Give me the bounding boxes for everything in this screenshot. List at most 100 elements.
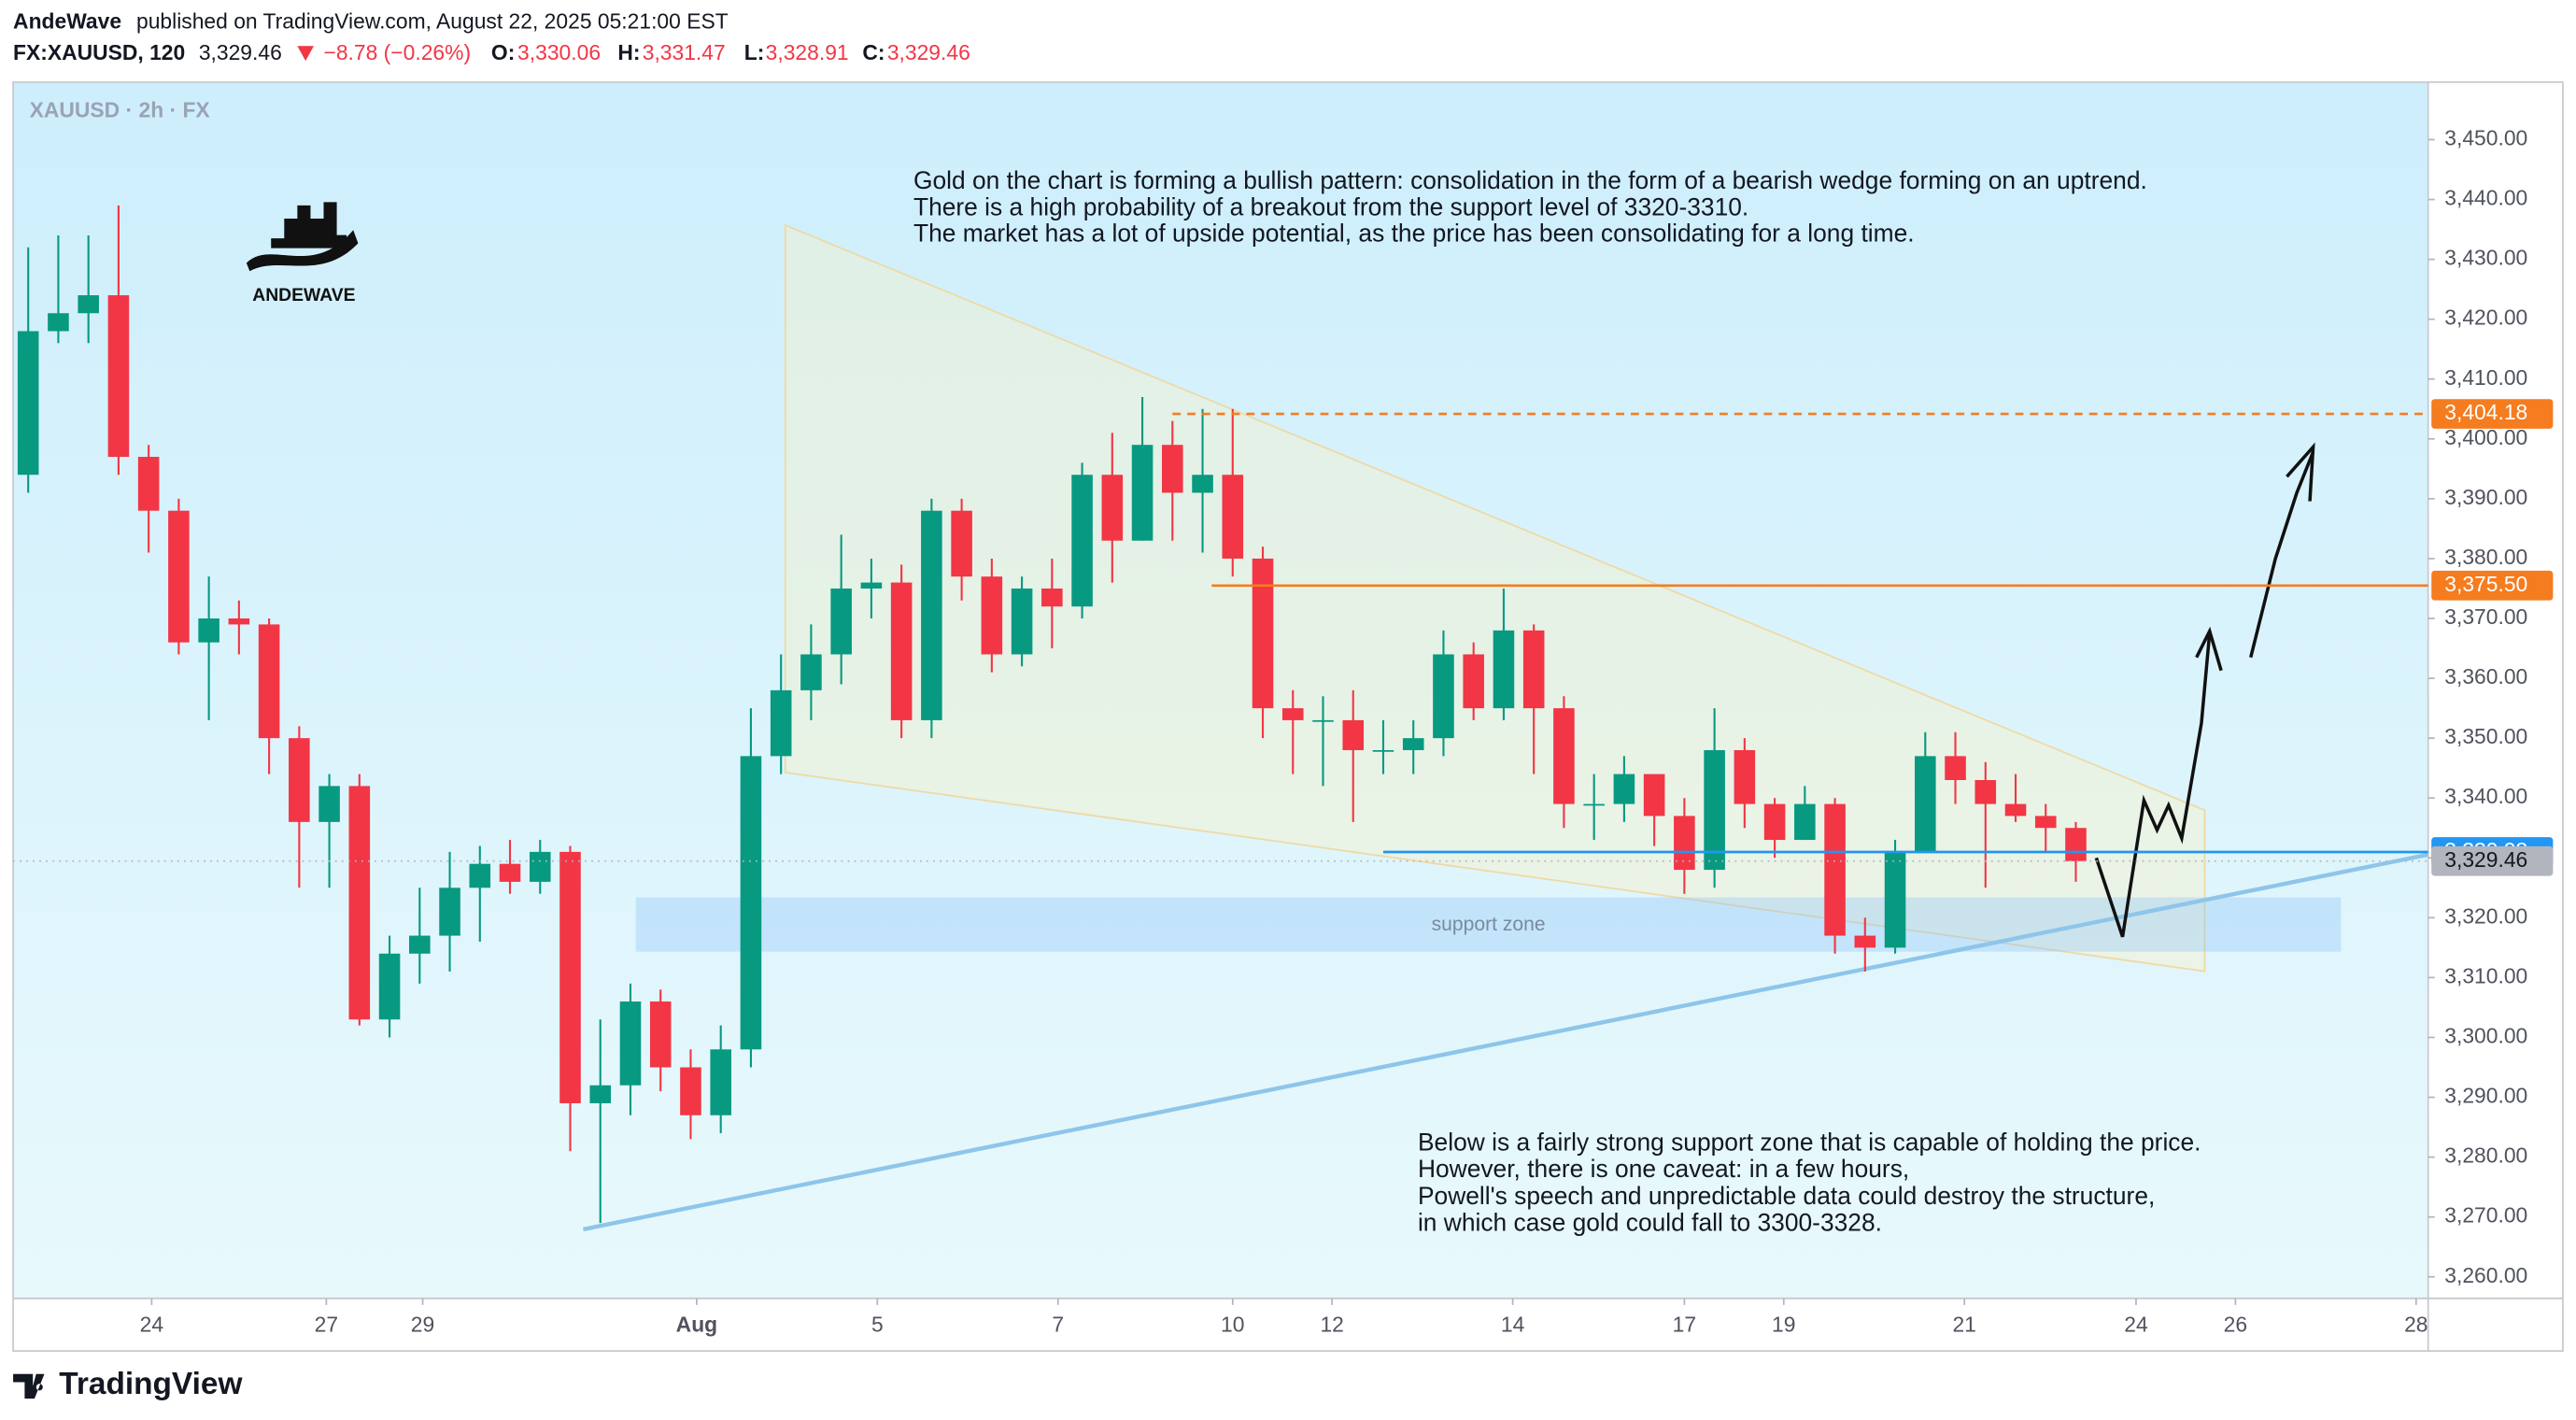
- annotation-line: Gold on the chart is forming a bullish p…: [913, 166, 2147, 194]
- y-tick-label: 3,410.00: [2444, 365, 2527, 390]
- candle-body: [2034, 816, 2057, 829]
- candle-body: [1041, 588, 1063, 607]
- candle-body: [1071, 475, 1093, 607]
- candle-body: [137, 457, 160, 511]
- x-tick-label: 10: [1221, 1313, 1244, 1337]
- symbol: FX:XAUUSD, 120: [13, 40, 185, 64]
- annotation-line: The market has a lot of upside potential…: [913, 220, 1915, 248]
- change: −8.78 (−0.26%): [324, 40, 472, 64]
- x-tick-label: 5: [871, 1313, 884, 1337]
- candle-body: [951, 510, 972, 577]
- candle-body: [1884, 851, 1906, 948]
- candle-body: [1342, 719, 1365, 750]
- y-tick-label: 3,430.00: [2444, 246, 2527, 270]
- y-tick-label: 3,320.00: [2444, 903, 2527, 928]
- candle-body: [378, 953, 401, 1020]
- x-tick-label: 12: [1320, 1313, 1343, 1337]
- annotation-line: Powell's speech and unpredictable data c…: [1418, 1182, 2155, 1210]
- candle-body: [619, 1001, 642, 1086]
- candle-body: [830, 588, 852, 655]
- arrow-head: [2195, 626, 2223, 672]
- candle-body: [1613, 774, 1635, 804]
- level-label: 3,404.18: [2444, 400, 2527, 424]
- candle-body: [1011, 588, 1033, 655]
- level-label-box: [2431, 399, 2554, 429]
- logo: ANDEWAVE: [246, 202, 359, 305]
- candle-body: [1372, 749, 1394, 752]
- y-tick-label: 3,260.00: [2444, 1263, 2527, 1287]
- annotation-line: However, there is one caveat: in a few h…: [1418, 1155, 1909, 1183]
- o-label: O:: [491, 40, 515, 64]
- y-tick-label: 3,390.00: [2444, 485, 2527, 509]
- candle-body: [1131, 445, 1154, 541]
- candle-body: [289, 738, 310, 822]
- level-label-box: [2431, 845, 2554, 876]
- candle-body: [1252, 558, 1274, 709]
- logo-text: ANDEWAVE: [252, 285, 355, 305]
- candle-body: [318, 786, 340, 822]
- y-tick-label: 3,380.00: [2444, 545, 2527, 569]
- x-tick-label: 27: [315, 1313, 338, 1337]
- candle-body: [1854, 935, 1876, 948]
- h-label: H:: [617, 40, 640, 64]
- candle-body: [439, 888, 460, 936]
- y-tick-label: 3,300.00: [2444, 1024, 2527, 1048]
- candle-body: [409, 935, 431, 954]
- support-label: support zone: [1432, 914, 1546, 935]
- candle-body: [499, 863, 521, 882]
- candle-body: [1734, 749, 1756, 804]
- logo-bull: [246, 230, 359, 272]
- annotation-line: There is a high probability of a breakou…: [913, 192, 1748, 220]
- published: published on TradingView.com, August 22,…: [136, 9, 729, 34]
- candle-body: [1192, 475, 1213, 493]
- annotations: Gold on the chart is forming a bullish p…: [913, 166, 2201, 1236]
- arrow-path: [2249, 451, 2315, 659]
- x-tick-label: 19: [1772, 1313, 1795, 1337]
- candle-body: [589, 1085, 612, 1103]
- candle-body: [529, 851, 551, 882]
- x-tick-label: 26: [2224, 1313, 2247, 1337]
- arrow-path: [2094, 632, 2212, 938]
- footer-brand: TradingView: [59, 1367, 243, 1401]
- o-value: 3,330.06: [517, 40, 601, 64]
- candle-body: [1281, 708, 1304, 720]
- arrow-head: [2286, 442, 2315, 502]
- candle-body: [1763, 803, 1786, 841]
- x-tick-label: 24: [2124, 1313, 2148, 1337]
- y-tick-label: 3,370.00: [2444, 604, 2527, 629]
- chart-title: XAUUSD · 2h · FX: [30, 98, 211, 122]
- candle-body: [1704, 749, 1725, 871]
- price: 3,329.46: [199, 40, 282, 64]
- y-tick-label: 3,290.00: [2444, 1084, 2527, 1108]
- candle-body: [890, 582, 913, 720]
- candle-body: [1522, 630, 1545, 709]
- x-tick-label: 29: [411, 1313, 434, 1337]
- candle-body: [1674, 816, 1695, 871]
- candle-body: [740, 756, 762, 1050]
- frame: [12, 81, 2564, 1352]
- candle-body: [1222, 475, 1244, 559]
- candle-body: [921, 510, 942, 720]
- support-zone: [635, 897, 2342, 952]
- candle-body: [680, 1067, 701, 1115]
- candle-body: [1553, 708, 1575, 804]
- candle-body: [770, 689, 792, 757]
- candle-body: [1463, 654, 1484, 709]
- candle-body: [1433, 654, 1454, 739]
- candle-body: [228, 618, 250, 625]
- y-tick-label: 3,350.00: [2444, 724, 2527, 748]
- candle-body: [469, 863, 491, 888]
- candle-body: [1101, 475, 1124, 541]
- candle-body: [1974, 779, 1997, 804]
- author: AndeWave: [13, 9, 121, 34]
- x-tick-label: Aug: [676, 1313, 717, 1337]
- x-tick-label: 14: [1501, 1313, 1525, 1337]
- candle-body: [107, 295, 130, 458]
- plot-area: [13, 81, 2428, 1299]
- down-icon: [297, 46, 314, 62]
- candle-body: [258, 624, 280, 739]
- wedge: [784, 223, 2206, 973]
- candle-body: [1493, 630, 1515, 709]
